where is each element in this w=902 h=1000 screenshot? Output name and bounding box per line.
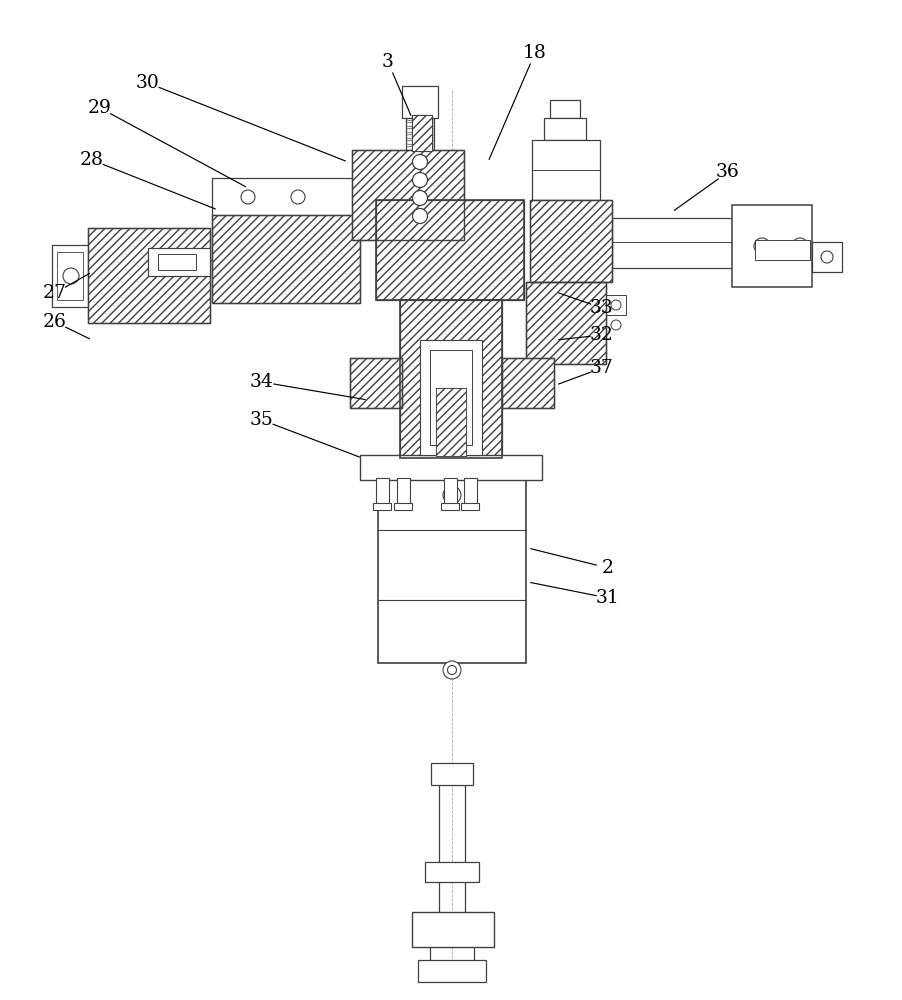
Bar <box>352 150 464 240</box>
Bar <box>411 115 431 151</box>
Bar <box>502 358 554 408</box>
Bar <box>549 100 579 118</box>
Bar <box>375 200 523 300</box>
Bar <box>401 86 437 118</box>
Circle shape <box>611 300 621 310</box>
Bar <box>148 248 210 276</box>
Bar <box>393 503 411 510</box>
Bar <box>429 350 472 445</box>
Bar <box>212 178 360 216</box>
Text: 18: 18 <box>522 44 547 62</box>
Bar <box>350 358 401 408</box>
Bar <box>158 254 196 270</box>
Bar <box>397 478 410 506</box>
Bar <box>529 200 612 282</box>
Bar <box>87 228 210 323</box>
Text: 3: 3 <box>382 53 393 71</box>
Circle shape <box>791 238 807 254</box>
Text: 27: 27 <box>43 284 67 302</box>
Bar <box>411 115 431 151</box>
Bar <box>373 503 391 510</box>
Bar <box>444 478 456 506</box>
Bar <box>352 150 464 240</box>
Bar <box>754 240 809 260</box>
Circle shape <box>63 268 78 284</box>
Bar <box>531 140 599 200</box>
Bar <box>350 358 401 408</box>
Text: 28: 28 <box>80 151 104 169</box>
Bar <box>811 242 841 272</box>
Circle shape <box>820 251 832 263</box>
Bar <box>212 215 360 303</box>
Bar <box>400 300 502 458</box>
Bar <box>526 282 605 364</box>
Bar <box>461 503 478 510</box>
Bar <box>212 215 360 303</box>
Bar <box>400 300 502 458</box>
Text: 29: 29 <box>88 99 112 117</box>
Bar <box>419 340 482 455</box>
Bar <box>440 503 458 510</box>
Text: 35: 35 <box>250 411 273 429</box>
Bar <box>425 862 478 882</box>
Text: 33: 33 <box>590 299 613 317</box>
Circle shape <box>412 173 427 188</box>
Circle shape <box>412 155 427 170</box>
Bar <box>605 295 625 315</box>
Circle shape <box>443 486 461 504</box>
Bar <box>375 478 389 506</box>
Circle shape <box>753 238 769 254</box>
Text: 37: 37 <box>589 359 613 377</box>
Bar <box>406 118 434 168</box>
Bar <box>411 912 493 947</box>
Circle shape <box>290 190 305 204</box>
Bar <box>543 118 585 140</box>
Circle shape <box>611 320 621 330</box>
Bar <box>375 200 523 300</box>
Bar <box>732 205 811 287</box>
Text: 36: 36 <box>715 163 739 181</box>
Circle shape <box>447 490 456 499</box>
Text: 34: 34 <box>250 373 273 391</box>
Bar <box>400 166 439 180</box>
Text: 26: 26 <box>43 313 67 331</box>
Bar <box>612 218 732 268</box>
Bar <box>526 282 605 364</box>
Text: 31: 31 <box>595 589 619 607</box>
Circle shape <box>241 190 254 204</box>
Bar <box>52 245 90 307</box>
Bar <box>464 478 476 506</box>
Bar <box>436 388 465 456</box>
Bar <box>57 252 83 300</box>
Text: 2: 2 <box>602 559 613 577</box>
Bar <box>430 763 473 785</box>
Circle shape <box>443 661 461 679</box>
Circle shape <box>412 191 427 206</box>
Bar <box>87 228 210 323</box>
Bar <box>378 463 526 663</box>
Bar <box>436 388 465 456</box>
Bar <box>502 358 554 408</box>
Bar <box>529 200 612 282</box>
Bar <box>360 455 541 480</box>
Circle shape <box>447 666 456 674</box>
Text: 30: 30 <box>136 74 160 92</box>
Circle shape <box>412 209 427 224</box>
Text: 32: 32 <box>589 326 613 344</box>
Bar <box>418 960 485 982</box>
